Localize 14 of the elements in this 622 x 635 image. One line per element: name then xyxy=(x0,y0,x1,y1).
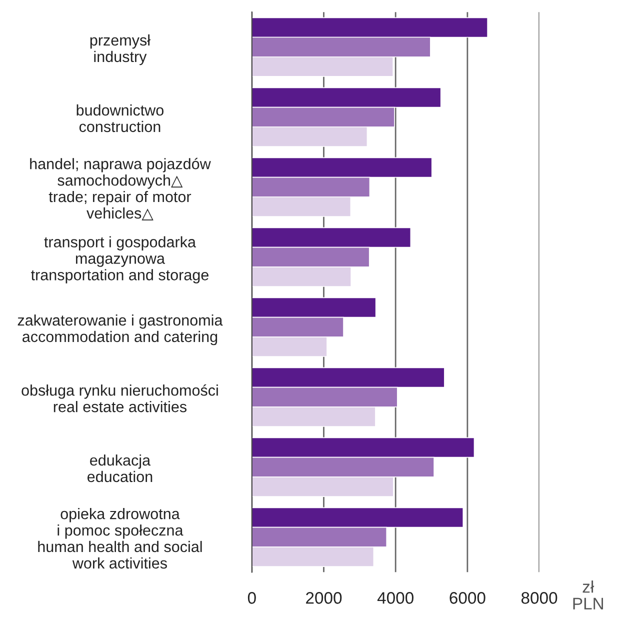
x-tick-label: 0 xyxy=(248,592,256,604)
y-tick-label: transport i gospodarka magazynowa transportation and storage xyxy=(31,236,208,284)
y-tick-label: budownictwo construction xyxy=(76,104,164,132)
y-tick-label: handel; naprawa pojazdów samochodowych△ trade; repair of motor vehicles△ xyxy=(30,158,211,220)
x-axis-title: zł PLN xyxy=(573,580,603,610)
x-tick-label: 8000 xyxy=(521,592,558,604)
y-tick-label: edukacja education xyxy=(87,454,152,482)
x-tick-label: 6000 xyxy=(450,592,486,604)
x-tick-label: 4000 xyxy=(377,592,414,604)
y-tick-label: obsługa rynku nieruchomości real estate activities xyxy=(22,384,218,412)
y-tick-label: opieka zdrowotna i pomoc społeczna human health and social work activities xyxy=(38,508,202,569)
x-tick-label: 2000 xyxy=(306,592,342,604)
y-tick-label: zakwaterowanie i gastronomia accommodation and catering xyxy=(18,314,223,346)
y-tick-label: przemysł industry xyxy=(90,34,150,66)
